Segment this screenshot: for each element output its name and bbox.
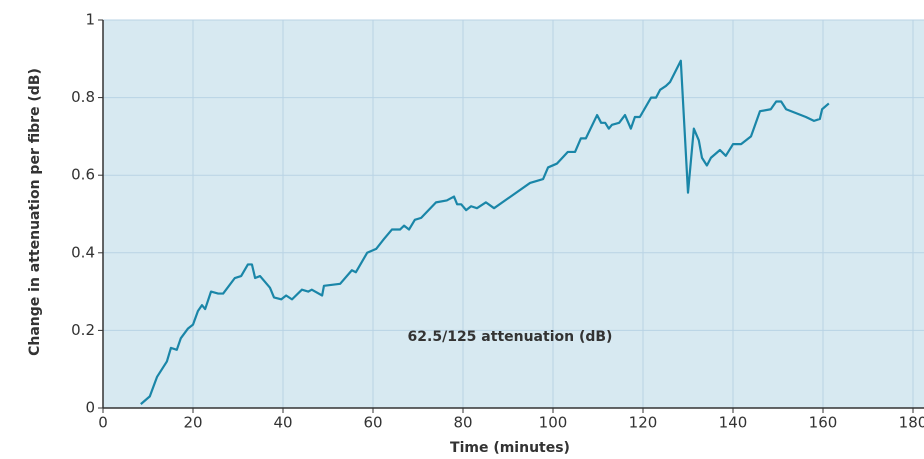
x-axis-label: Time (minutes) bbox=[450, 440, 570, 456]
x-tick-label: 0 bbox=[98, 414, 108, 432]
x-tick-label: 160 bbox=[809, 414, 838, 432]
y-tick-label: 0.4 bbox=[71, 243, 95, 261]
plot-background bbox=[103, 20, 924, 408]
x-tick-label: 140 bbox=[719, 414, 748, 432]
y-tick-label: 0 bbox=[85, 399, 95, 417]
annotation: 62.5/125 attenuation (dB) bbox=[408, 329, 613, 345]
y-axis-label: Change in attenuation per fibre (dB) bbox=[27, 68, 43, 356]
x-tick-label: 180 bbox=[899, 414, 924, 432]
y-tick-label: 0.2 bbox=[71, 321, 95, 339]
x-tick-label: 100 bbox=[539, 414, 568, 432]
x-tick-label: 20 bbox=[183, 414, 202, 432]
x-tick-label: 40 bbox=[273, 414, 292, 432]
y-tick-label: 0.8 bbox=[71, 88, 95, 106]
x-tick-label: 80 bbox=[453, 414, 472, 432]
x-tick-label: 60 bbox=[363, 414, 382, 432]
data-line bbox=[140, 59, 830, 405]
x-tick-label: 120 bbox=[629, 414, 658, 432]
y-tick-label: 1 bbox=[85, 11, 95, 29]
y-tick-label: 0.6 bbox=[71, 166, 95, 184]
